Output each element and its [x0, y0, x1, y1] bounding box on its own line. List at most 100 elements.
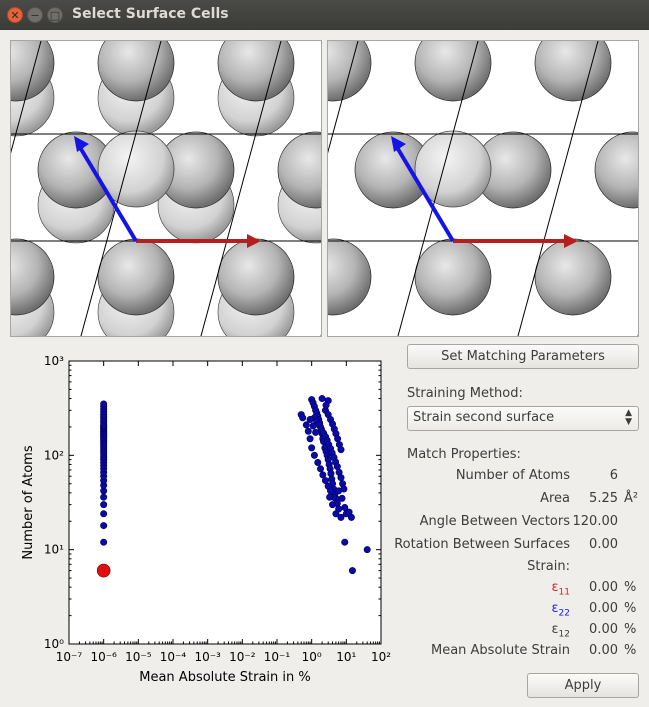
maximize-icon[interactable]: □ [47, 7, 63, 23]
match-point[interactable] [341, 538, 349, 546]
match-point[interactable] [304, 427, 312, 435]
straining-method-select[interactable]: Strain second surface ▲ ▼ [407, 406, 639, 431]
match-point[interactable] [306, 435, 314, 443]
mean-absolute-strain-value: 0.00 [589, 643, 618, 658]
plot-area [68, 360, 382, 645]
match-point[interactable] [299, 414, 307, 422]
atom-sphere [534, 238, 612, 316]
match-point[interactable] [348, 567, 356, 575]
x-tick-label: 10⁻³ [194, 650, 221, 664]
atom-sphere [328, 238, 372, 316]
x-axis-label: Mean Absolute Strain in % [139, 670, 310, 685]
match-point[interactable] [338, 494, 346, 502]
match-point[interactable] [314, 458, 322, 466]
match-point[interactable] [309, 422, 317, 430]
strain-header-label: Strain: [527, 559, 570, 574]
match-point[interactable] [322, 401, 330, 409]
match-point[interactable] [363, 546, 371, 554]
atom-sphere-highlight [414, 130, 492, 208]
match-properties-header: Match Properties: [407, 447, 521, 462]
match-point[interactable] [326, 493, 334, 501]
match-point[interactable] [306, 415, 314, 423]
x-tick-label: 10⁻⁵ [125, 650, 152, 664]
combo-updown-icon: ▲ ▼ [625, 408, 632, 427]
match-point[interactable] [337, 474, 345, 482]
strain-e11-label: ε11 [551, 580, 570, 598]
match-angle-between-vectors-value: 120.00 [572, 514, 619, 529]
match-point[interactable] [332, 510, 340, 518]
strain-e22-label: ε22 [551, 601, 570, 619]
set-matching-label: Set Matching Parameters [441, 349, 605, 364]
match-point[interactable] [329, 501, 337, 509]
apply-button[interactable]: Apply [527, 673, 639, 698]
straining-method-value: Strain second surface [413, 410, 555, 425]
match-point[interactable] [327, 487, 335, 495]
atom-sphere [277, 131, 321, 209]
match-area-value: 5.25 [589, 491, 618, 506]
mean-absolute-strain-unit: % [624, 643, 637, 658]
atom-sphere [594, 131, 638, 209]
match-point[interactable] [302, 421, 310, 429]
match-point[interactable] [347, 513, 355, 521]
strain-e12-label: ε12 [551, 622, 570, 640]
match-point[interactable] [335, 487, 343, 495]
match-rotation-between-surfaces-label: Rotation Between Surfaces [394, 537, 570, 552]
atom-sphere [414, 41, 492, 102]
match-point[interactable] [100, 400, 108, 408]
match-number-of-atoms-label: Number of Atoms [455, 468, 570, 483]
first-surface-view[interactable] [10, 40, 322, 337]
match-area-unit: Å² [624, 491, 639, 506]
match-point[interactable] [310, 451, 318, 459]
apply-label: Apply [564, 678, 602, 693]
match-point[interactable] [100, 493, 108, 501]
atom-sphere [414, 238, 492, 316]
atom-sphere-highlight [97, 130, 175, 208]
x-tick-label: 10¹ [336, 650, 356, 664]
close-icon[interactable]: ✕ [7, 7, 23, 23]
strain-e22-value: 0.00 [589, 601, 618, 616]
second-surface-render [328, 41, 638, 336]
match-point[interactable] [100, 501, 108, 509]
atom-sphere [97, 41, 175, 102]
x-tick-label: 10⁻⁶ [90, 650, 117, 664]
strain-e11-value: 0.00 [589, 580, 618, 595]
selected-match-point[interactable] [96, 563, 111, 578]
strain-e12-unit: % [624, 622, 637, 637]
match-point[interactable] [334, 435, 342, 443]
second-surface-view[interactable] [327, 40, 639, 337]
scatter-svg: 10⁻⁷ 10⁻⁶ 10⁻⁵ 10⁻⁴ 10⁻³ 10⁻² 10⁻¹ 10⁰ 10¹ 10² 10⁰… [21, 354, 391, 685]
match-point[interactable] [318, 395, 326, 403]
match-point[interactable] [100, 510, 108, 518]
match-number-of-atoms-value: 6 [609, 468, 618, 483]
match-point[interactable] [321, 477, 329, 485]
match-point[interactable] [100, 522, 108, 530]
strain-e22-unit: % [624, 601, 637, 616]
match-rotation-between-surfaces-value: 0.00 [589, 537, 618, 552]
first-surface-render [11, 41, 321, 336]
match-point[interactable] [308, 444, 316, 452]
strain-e11-unit: % [624, 580, 637, 595]
x-tick-label: 10⁻² [229, 650, 256, 664]
atom-sphere [11, 238, 55, 316]
mean-absolute-strain-label: Mean Absolute Strain [430, 643, 570, 658]
match-point[interactable] [333, 463, 341, 471]
strain-scatter-plot[interactable]: 10⁻⁷ 10⁻⁶ 10⁻⁵ 10⁻⁴ 10⁻³ 10⁻² 10⁻¹ 10⁰ 10¹ 10² 10⁰… [12, 345, 397, 690]
y-axis-label: Number of Atoms [21, 445, 36, 559]
match-point[interactable] [319, 471, 327, 479]
atom-sphere [97, 238, 175, 316]
match-point[interactable] [337, 446, 345, 454]
match-point[interactable] [337, 513, 345, 521]
match-point[interactable] [312, 428, 320, 436]
atom-sphere [217, 41, 295, 102]
match-point[interactable] [100, 538, 108, 546]
y-tick-label: 10¹ [44, 543, 64, 557]
y-tick-label: 10⁰ [44, 637, 64, 651]
x-tick-label: 10⁻¹ [264, 650, 291, 664]
set-matching-parameters-button[interactable]: Set Matching Parameters [407, 344, 639, 369]
minimize-icon[interactable]: − [27, 7, 43, 23]
match-angle-between-vectors-label: Angle Between Vectors [419, 514, 570, 529]
match-area-label: Area [540, 491, 570, 506]
title-bar: ✕ − □ Select Surface Cells [0, 0, 649, 30]
match-point[interactable] [317, 465, 325, 473]
window-title: Select Surface Cells [72, 6, 229, 22]
